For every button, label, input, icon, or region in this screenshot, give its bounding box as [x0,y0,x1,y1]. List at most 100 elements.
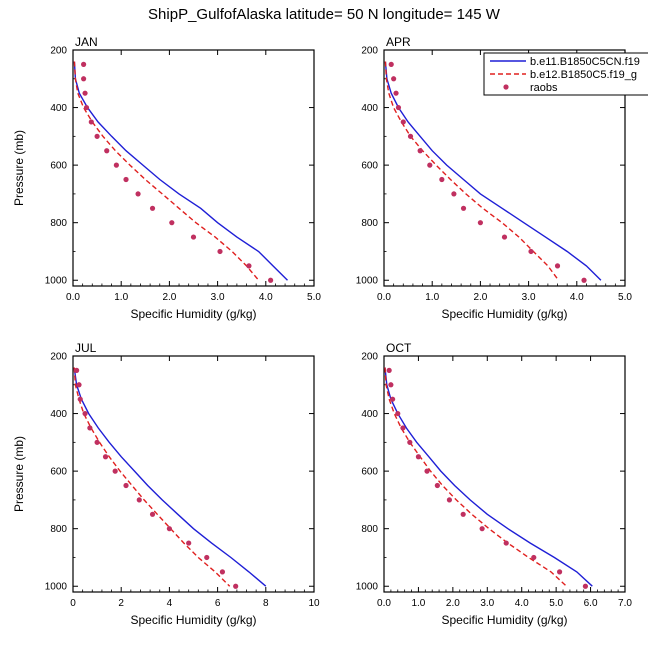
x-tick-label: 3.0 [211,292,225,303]
raobs-point [136,497,142,503]
x-tick-label: 6.0 [584,598,598,609]
raobs-point [246,263,252,269]
y-tick-label: 1000 [45,276,68,287]
raobs-point [388,61,394,67]
plot-frame [72,49,315,287]
raobs-point [77,396,83,402]
x-tick-label: 6 [215,598,221,609]
raobs-point [186,540,192,546]
x-axis-label: Specific Humidity (g/kg) [441,613,567,627]
raobs-point [87,425,93,431]
y-tick-label: 600 [361,161,378,172]
raobs-point [268,277,274,283]
raobs-point [391,76,397,82]
y-tick-label: 1000 [45,582,68,593]
raobs-point [395,410,401,417]
series-line-e11 [384,367,593,587]
y-tick-label: 200 [50,352,67,363]
series-line-e11 [384,61,602,281]
legend-label: b.e11.B1850C5CN.f19 [530,56,640,68]
raobs-point [477,220,483,226]
raobs-point [400,119,406,125]
raobs-point [94,133,100,139]
panel-label: APR [386,35,411,49]
x-tick-label: 8 [263,598,269,609]
raobs-point [135,191,141,197]
x-tick-label: 2 [118,598,124,609]
page-title: ShipP_GulfofAlaska latitude= 50 N longit… [148,6,500,23]
y-tick-label: 800 [50,524,67,535]
raobs-point [407,439,413,445]
raobs-point [400,425,406,431]
x-tick-label: 0.0 [377,598,391,609]
raobs-point [582,583,589,589]
raobs-point [74,367,80,373]
raobs-point [204,554,210,561]
raobs-point [82,410,88,417]
raobs-point [386,367,392,373]
raobs-point [415,454,422,460]
raobs-point [233,583,239,589]
y-tick-label: 400 [361,103,378,114]
y-tick-label: 800 [361,218,378,229]
raobs-point [390,396,396,402]
y-tick-label: 400 [50,103,67,114]
x-tick-label: 4.0 [259,292,273,303]
raobs-point [81,61,87,67]
x-axis-label: Specific Humidity (g/kg) [441,307,567,321]
series-line-e11 [73,367,267,587]
raobs-point [94,439,100,445]
series-line-e12 [384,61,560,281]
y-tick-label: 400 [50,409,67,420]
x-tick-label: 1.0 [411,598,425,609]
x-axis-label: Specific Humidity (g/kg) [130,613,256,627]
y-tick-label: 600 [361,467,378,478]
raobs-point [407,133,414,139]
raobs-point [460,511,466,517]
x-tick-label: 4.0 [570,292,584,303]
y-tick-label: 600 [50,467,67,478]
x-tick-label: 3.0 [522,292,536,303]
raobs-point [88,119,94,125]
raobs-point [81,76,87,82]
y-tick-label: 600 [50,161,67,172]
raobs-point [219,569,226,575]
x-axis-label: Specific Humidity (g/kg) [130,307,256,321]
raobs-point [417,148,423,154]
x-tick-label: 1.0 [425,292,439,303]
raobs-point [169,220,175,226]
raobs-point [424,468,430,474]
legend-label: b.e12.B1850C5.f19_g [530,69,637,81]
y-tick-label: 1000 [356,582,379,593]
x-tick-label: 5.0 [549,598,563,609]
x-tick-label: 4 [167,598,173,609]
series-line-e12 [73,61,260,281]
plot-frame [383,355,626,593]
x-tick-label: 5.0 [618,292,632,303]
raobs-point [123,176,129,183]
y-axis-label: Pressure (mb) [12,436,26,512]
raobs-point [434,482,440,489]
raobs-point [503,540,509,546]
raobs-point [395,104,402,111]
raobs-point [113,162,119,168]
panel-label: JUL [75,341,97,355]
x-tick-label: 10 [308,598,320,609]
raobs-point [82,90,88,96]
raobs-point [388,382,394,388]
x-tick-label: 0.0 [377,292,391,303]
legend-label: raobs [530,82,558,94]
y-tick-label: 400 [361,409,378,420]
x-tick-label: 2.0 [473,292,487,303]
y-tick-label: 800 [50,218,67,229]
x-tick-label: 2.0 [446,598,460,609]
raobs-point [451,191,457,197]
raobs-point [528,248,534,255]
plot-frame [72,355,315,593]
raobs-point [83,104,90,111]
raobs-point [556,569,563,575]
y-tick-label: 1000 [356,276,379,287]
raobs-point [581,277,587,283]
y-tick-label: 200 [361,46,378,57]
raobs-point [446,497,453,503]
